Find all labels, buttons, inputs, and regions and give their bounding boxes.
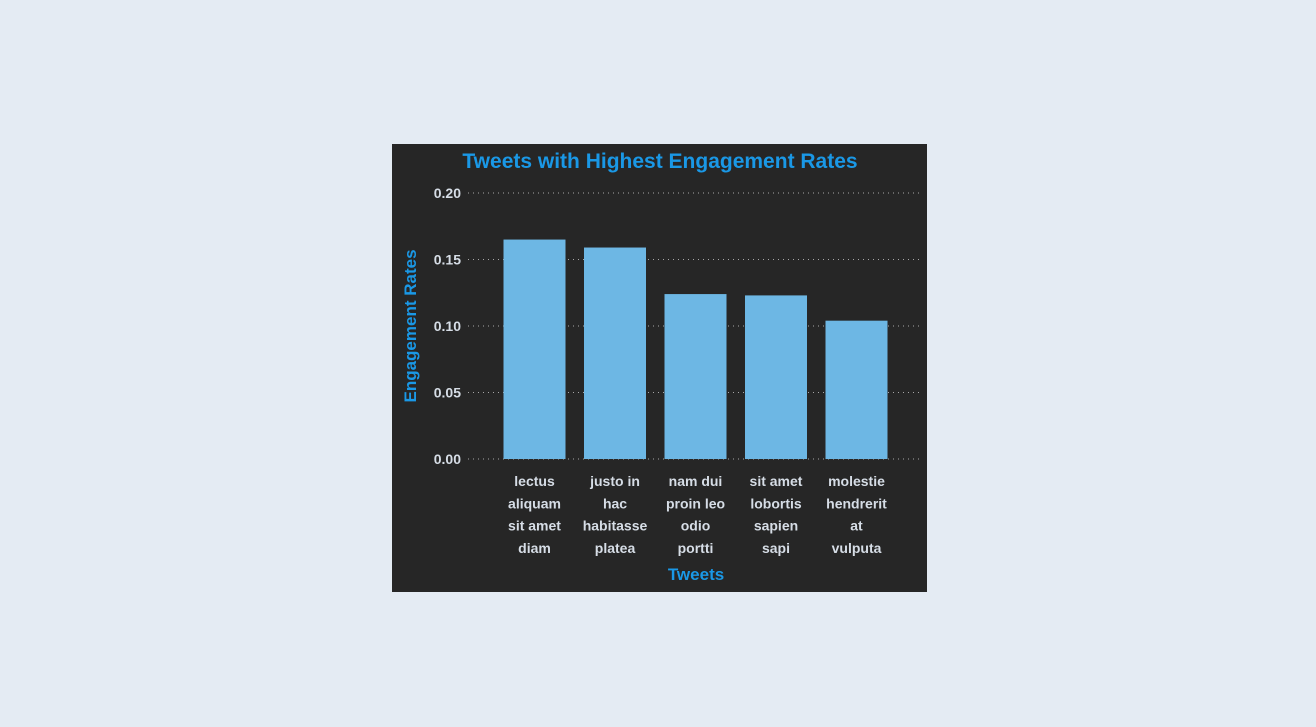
- chart-title: Tweets with Highest Engagement Rates: [462, 150, 857, 173]
- y-axis-ticks: 0.00 0.05 0.10 0.15 0.20: [434, 185, 461, 467]
- bar: [664, 294, 727, 459]
- bar: [503, 239, 566, 459]
- y-axis-title: Engagement Rates: [401, 249, 420, 402]
- x-category-label: nam dui proin leo odio portti: [666, 473, 725, 556]
- x-axis-categories: lectus aliquam sit amet diam justo in hac habi…: [508, 473, 887, 556]
- x-category-label: sit amet lobortis sapien sapi: [750, 473, 803, 556]
- bars: [503, 239, 888, 459]
- bar: [584, 247, 646, 459]
- bar: [825, 320, 888, 459]
- x-category-label: molestie hendrerit at vulputa: [826, 473, 887, 556]
- y-tick-label: 0.05: [434, 385, 461, 401]
- x-category-label: lectus aliquam sit amet diam: [508, 473, 561, 556]
- x-category-label: justo in hac habitasse platea: [583, 473, 648, 556]
- y-tick-label: 0.20: [434, 185, 461, 201]
- bar: [745, 295, 807, 459]
- y-tick-label: 0.10: [434, 318, 461, 334]
- y-tick-label: 0.15: [434, 252, 461, 268]
- y-tick-label: 0.00: [434, 451, 461, 467]
- chart-panel: Tweets with Highest Engagement Rates 0.0…: [392, 144, 927, 592]
- x-axis-title: Tweets: [668, 565, 724, 584]
- bar-chart: Tweets with Highest Engagement Rates 0.0…: [401, 150, 919, 584]
